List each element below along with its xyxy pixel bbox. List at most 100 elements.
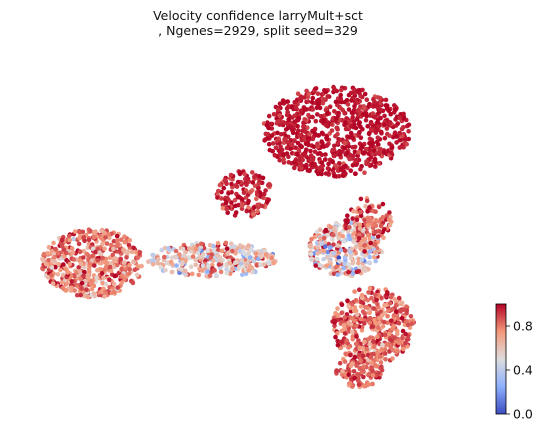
data-point xyxy=(307,131,312,137)
data-point xyxy=(200,263,206,268)
data-point xyxy=(323,244,328,249)
data-point xyxy=(216,188,221,194)
data-point xyxy=(401,346,406,352)
data-point xyxy=(205,269,210,274)
data-point xyxy=(374,127,380,133)
data-point xyxy=(246,198,251,204)
data-point xyxy=(353,171,358,177)
data-point xyxy=(91,235,97,240)
data-point xyxy=(358,213,364,218)
data-point xyxy=(346,320,352,326)
data-point xyxy=(372,115,378,120)
data-point xyxy=(378,95,383,101)
data-point xyxy=(250,170,255,175)
data-point xyxy=(235,179,241,185)
data-point xyxy=(375,135,381,140)
data-point xyxy=(197,266,202,271)
data-point xyxy=(207,242,213,248)
data-point xyxy=(403,340,408,346)
data-point xyxy=(352,104,357,109)
data-point xyxy=(240,272,245,278)
data-point xyxy=(303,141,309,147)
data-point xyxy=(111,246,116,252)
data-point xyxy=(380,201,386,207)
data-point xyxy=(111,281,117,287)
data-point xyxy=(190,254,196,259)
data-point xyxy=(272,153,278,158)
data-point xyxy=(337,360,343,366)
data-point xyxy=(275,130,280,136)
data-point xyxy=(69,279,75,284)
data-point xyxy=(255,185,261,191)
data-point xyxy=(285,140,291,145)
data-point xyxy=(41,251,47,257)
data-point xyxy=(375,301,380,307)
data-point xyxy=(357,241,363,247)
data-point xyxy=(92,229,97,235)
data-point xyxy=(365,124,371,129)
data-point xyxy=(318,114,324,119)
data-point xyxy=(357,222,363,227)
data-point xyxy=(358,316,364,322)
data-point xyxy=(386,108,392,114)
data-point xyxy=(317,263,323,268)
data-point xyxy=(340,368,345,374)
data-point xyxy=(315,245,320,251)
data-point xyxy=(79,280,85,286)
data-point xyxy=(46,244,52,250)
data-point xyxy=(347,236,353,242)
data-point xyxy=(250,180,256,185)
data-point xyxy=(77,249,83,254)
data-point xyxy=(366,131,372,137)
data-point xyxy=(215,240,221,246)
data-point xyxy=(341,265,346,271)
data-point xyxy=(212,267,217,273)
data-point xyxy=(327,245,333,250)
data-point xyxy=(277,113,282,118)
data-point xyxy=(342,248,348,253)
data-point xyxy=(377,354,383,359)
data-point xyxy=(115,243,120,248)
data-point xyxy=(114,233,120,239)
data-point xyxy=(387,301,393,306)
data-point xyxy=(350,145,356,150)
data-point xyxy=(342,359,348,364)
data-point xyxy=(367,249,373,254)
data-point xyxy=(88,228,93,234)
data-point xyxy=(224,246,230,251)
data-point xyxy=(374,297,379,303)
data-point xyxy=(290,104,295,109)
data-point xyxy=(240,197,245,202)
data-point xyxy=(376,204,382,210)
data-point xyxy=(237,248,242,254)
data-point xyxy=(119,280,125,285)
data-point xyxy=(121,260,127,265)
data-point xyxy=(344,338,350,343)
data-point xyxy=(362,311,367,316)
data-point xyxy=(392,296,397,302)
data-point xyxy=(360,151,366,156)
data-point xyxy=(380,342,385,348)
data-point xyxy=(151,253,156,258)
data-point xyxy=(309,99,315,105)
data-point xyxy=(353,298,359,303)
data-point xyxy=(66,233,72,239)
data-point xyxy=(326,161,331,167)
data-point xyxy=(273,145,279,151)
data-point xyxy=(330,147,335,153)
data-point xyxy=(336,313,341,318)
data-point xyxy=(263,188,268,193)
data-point xyxy=(229,181,234,187)
data-point xyxy=(307,168,312,174)
data-point xyxy=(312,126,318,132)
data-point xyxy=(224,267,229,272)
data-point xyxy=(348,352,353,358)
data-point xyxy=(265,199,270,205)
data-point xyxy=(360,87,365,93)
data-point xyxy=(331,271,337,277)
data-point xyxy=(312,149,318,154)
data-point xyxy=(97,250,102,255)
data-point xyxy=(86,237,92,243)
data-point xyxy=(127,238,133,243)
data-point xyxy=(60,285,65,291)
